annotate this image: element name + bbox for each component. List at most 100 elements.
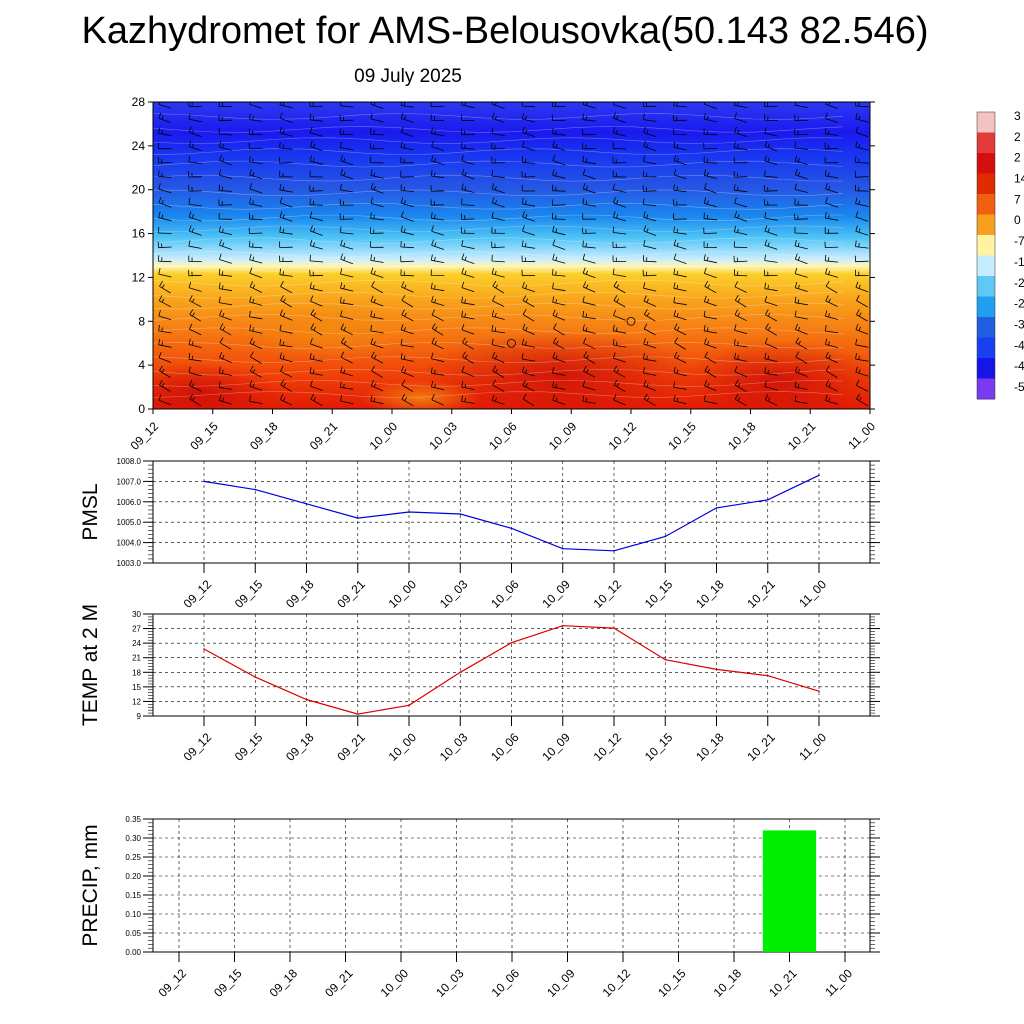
wind-barb bbox=[462, 337, 474, 350]
wind-barb bbox=[763, 102, 778, 108]
wind-barb bbox=[431, 140, 445, 152]
x-tick-label: 09_15 bbox=[187, 419, 221, 453]
wind-barb bbox=[612, 241, 627, 248]
wind-barb bbox=[431, 337, 444, 350]
wind-barb bbox=[734, 379, 747, 393]
wind-barb bbox=[400, 156, 414, 164]
wind-barb bbox=[218, 114, 233, 122]
wind-barb bbox=[249, 213, 263, 220]
wind-barb bbox=[552, 309, 566, 321]
wind-barb bbox=[430, 114, 445, 121]
wind-barb bbox=[219, 352, 232, 363]
wind-barb bbox=[643, 295, 656, 307]
wind-barb bbox=[461, 240, 475, 250]
y-tick-label: 24 bbox=[132, 139, 146, 153]
colorbar-label: -3 bbox=[1014, 317, 1024, 331]
wind-barb bbox=[218, 381, 233, 390]
y-axis-label: PRECIP, mm bbox=[79, 824, 102, 946]
colorbar-segment bbox=[977, 153, 995, 174]
wind-barb bbox=[582, 142, 596, 150]
wind-barb bbox=[552, 381, 566, 390]
data-point bbox=[510, 641, 513, 644]
wind-barb bbox=[794, 310, 808, 320]
wind-barb bbox=[218, 102, 233, 107]
y-tick-label: 15 bbox=[132, 683, 141, 692]
wind-barb bbox=[765, 309, 777, 322]
wind-barb bbox=[491, 127, 505, 136]
x-tick-label: 10_18 bbox=[693, 730, 727, 764]
wind-barb bbox=[279, 170, 293, 178]
wind-barb bbox=[763, 185, 778, 192]
data-point bbox=[766, 498, 769, 501]
wind-barb bbox=[157, 157, 172, 164]
wind-barb bbox=[552, 127, 566, 136]
wind-barb bbox=[825, 112, 839, 123]
data-point bbox=[715, 507, 718, 509]
wind-barb bbox=[734, 112, 748, 123]
wind-barb bbox=[764, 269, 778, 277]
wind-barb bbox=[310, 338, 323, 349]
isotherm-contour bbox=[153, 368, 844, 376]
wind-barb bbox=[188, 225, 202, 236]
colorbar-label: -2 bbox=[1014, 276, 1024, 290]
wind-barb bbox=[188, 126, 202, 138]
y-tick-label: 27 bbox=[132, 625, 141, 634]
wind-barb bbox=[218, 268, 233, 277]
colorbar-frame bbox=[976, 111, 996, 400]
x-tick-label: 10_00 bbox=[386, 577, 420, 611]
wind-barb bbox=[310, 323, 323, 336]
wind-barb bbox=[764, 170, 778, 178]
wind-barb bbox=[765, 323, 777, 336]
wind-barb bbox=[582, 213, 596, 220]
wind-barb bbox=[673, 282, 687, 292]
wind-barb bbox=[552, 184, 566, 192]
x-tick-label: 09_12 bbox=[181, 730, 215, 764]
wind-barb bbox=[704, 102, 717, 109]
wind-barb bbox=[612, 142, 627, 150]
wind-barb bbox=[612, 268, 627, 277]
wind-barb bbox=[794, 183, 808, 193]
wind-barb bbox=[855, 366, 869, 377]
wind-barb bbox=[219, 323, 232, 336]
wind-barb bbox=[673, 395, 687, 405]
isotherm-contour bbox=[153, 380, 844, 387]
wind-barb bbox=[370, 112, 384, 123]
wind-barb bbox=[521, 338, 536, 348]
wind-barb bbox=[431, 295, 445, 306]
wind-barb bbox=[673, 310, 687, 321]
wind-barb bbox=[794, 281, 808, 292]
wind-barb bbox=[764, 337, 778, 349]
calm-wind-circle bbox=[507, 338, 516, 348]
wind-barb bbox=[643, 225, 657, 236]
wind-barb bbox=[309, 155, 323, 165]
wind-barb bbox=[825, 365, 838, 378]
wind-barb bbox=[400, 324, 414, 335]
wind-barb bbox=[309, 282, 323, 292]
wind-barb bbox=[491, 170, 505, 179]
wind-barb bbox=[158, 310, 172, 321]
wind-barb bbox=[430, 185, 445, 192]
x-tick-label: 10_12 bbox=[600, 966, 634, 1000]
wind-barb bbox=[309, 239, 323, 250]
wind-barb bbox=[309, 185, 324, 192]
wind-barb bbox=[522, 366, 536, 377]
wind-barb bbox=[340, 351, 353, 364]
wind-barb bbox=[219, 394, 232, 405]
wind-barb bbox=[309, 126, 323, 137]
wind-barb bbox=[188, 281, 202, 292]
wind-barb bbox=[673, 296, 687, 306]
wind-barb bbox=[552, 352, 566, 363]
wind-barb bbox=[188, 269, 202, 277]
wind-barb bbox=[430, 269, 445, 276]
y-tick-label: 0.15 bbox=[125, 891, 141, 900]
wind-barb bbox=[158, 170, 172, 178]
y-tick-label: 28 bbox=[132, 95, 146, 109]
wind-barb bbox=[218, 199, 233, 206]
wind-barb bbox=[218, 282, 233, 292]
x-tick-label: 10_21 bbox=[744, 730, 778, 764]
wind-barb bbox=[188, 211, 202, 222]
wind-barb bbox=[492, 351, 505, 364]
wind-barb bbox=[461, 155, 475, 165]
x-tick-label: 10_12 bbox=[591, 730, 625, 764]
